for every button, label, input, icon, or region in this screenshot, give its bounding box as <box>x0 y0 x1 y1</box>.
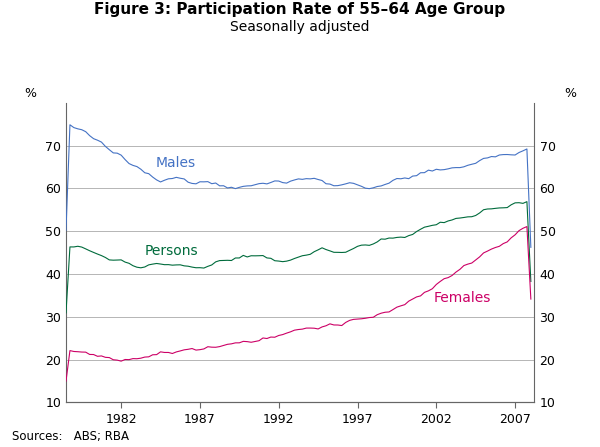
Text: Persons: Persons <box>145 244 199 257</box>
Text: Females: Females <box>433 291 491 305</box>
Text: Seasonally adjusted: Seasonally adjusted <box>230 20 370 34</box>
Text: Males: Males <box>156 156 196 170</box>
Text: %: % <box>24 87 36 100</box>
Text: Figure 3: Participation Rate of 55–64 Age Group: Figure 3: Participation Rate of 55–64 Ag… <box>94 2 506 17</box>
Text: %: % <box>564 87 576 100</box>
Text: Sources:   ABS; RBA: Sources: ABS; RBA <box>12 430 129 443</box>
